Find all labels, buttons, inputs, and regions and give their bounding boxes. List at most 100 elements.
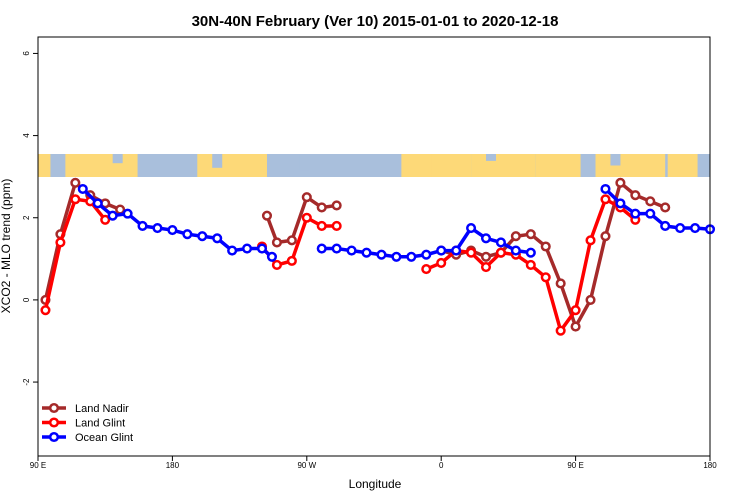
- x-tick-label: 90 W: [297, 461, 316, 470]
- data-point: [480, 251, 492, 262]
- map-coast: [299, 154, 310, 171]
- data-point: [301, 212, 312, 223]
- map-land: [38, 154, 51, 177]
- data-point: [630, 190, 641, 201]
- data-point: [361, 247, 372, 258]
- data-point: [555, 325, 566, 336]
- data-point: [480, 233, 492, 244]
- legend-entry: Land Nadir: [42, 402, 129, 415]
- data-point: [331, 243, 342, 254]
- data-point: [391, 251, 402, 262]
- x-tick-label: 0: [439, 461, 444, 470]
- data-point: [107, 210, 118, 221]
- data-point: [495, 237, 506, 248]
- data-point: [630, 208, 641, 219]
- x-axis-label: Longitude: [349, 477, 402, 491]
- map-land: [667, 154, 698, 177]
- data-point: [242, 243, 253, 254]
- data-point: [436, 257, 447, 268]
- data-point: [585, 235, 596, 246]
- data-point: [137, 220, 148, 232]
- x-tick-label: 180: [166, 461, 180, 470]
- data-point: [167, 225, 178, 236]
- data-point: [227, 245, 238, 256]
- data-point: [510, 245, 521, 256]
- data-point: [286, 255, 297, 266]
- data-point: [266, 251, 278, 262]
- data-point: [331, 220, 342, 232]
- map-coast: [112, 154, 123, 164]
- x-tick-label: 180: [703, 461, 717, 470]
- data-point: [540, 272, 551, 283]
- data-point: [615, 198, 626, 209]
- map-land: [535, 154, 581, 177]
- legend: Land Nadir Land Glint Ocean Glint: [42, 402, 133, 444]
- data-point: [421, 249, 432, 260]
- map-coast: [486, 154, 496, 161]
- data-point: [555, 278, 566, 289]
- legend-label: Land Glint: [75, 418, 125, 430]
- data-point: [286, 235, 297, 246]
- data-point: [615, 177, 626, 188]
- y-tick-label: 2: [22, 215, 31, 220]
- world-map-strip: [38, 154, 710, 177]
- data-point: [466, 222, 477, 234]
- data-point: [77, 183, 88, 195]
- legend-label: Land Nadir: [75, 403, 129, 415]
- map-land: [471, 154, 536, 177]
- data-point: [212, 233, 223, 244]
- legend-marker: [48, 417, 60, 428]
- data-point: [495, 247, 506, 258]
- data-point: [331, 200, 342, 211]
- map-land: [431, 154, 472, 177]
- data-point: [510, 231, 521, 242]
- data-point: [271, 237, 282, 248]
- data-point: [570, 305, 581, 316]
- data-point: [600, 183, 611, 195]
- data-point: [525, 259, 536, 271]
- data-point: [600, 194, 611, 205]
- map-land: [197, 154, 267, 177]
- data-point: [122, 208, 133, 219]
- x-tick-label: 90 E: [567, 461, 583, 470]
- data-point: [600, 231, 611, 242]
- data-point: [690, 222, 701, 234]
- series-ocean-glint: [77, 183, 716, 262]
- data-point: [436, 245, 447, 256]
- data-point: [256, 243, 268, 254]
- legend-marker: [48, 402, 60, 414]
- data-point: [301, 192, 312, 203]
- data-point: [585, 294, 596, 305]
- data-point: [645, 196, 656, 207]
- data-point: [346, 245, 357, 256]
- data-point: [451, 245, 462, 256]
- x-axis: 90 E 180 90 W 0 90 E 180: [30, 456, 717, 470]
- y-axis-label: XCO2 - MLO trend (ppm): [0, 179, 13, 314]
- data-point: [197, 231, 208, 242]
- data-point: [40, 305, 51, 316]
- map-land: [65, 154, 138, 177]
- legend-marker: [48, 431, 60, 443]
- y-tick-label: 6: [22, 51, 31, 56]
- data-point: [55, 237, 66, 248]
- x-tick-label: 90 E: [30, 461, 46, 470]
- data-point: [466, 247, 477, 258]
- data-point: [645, 208, 656, 219]
- data-point: [376, 249, 387, 260]
- map-coast: [212, 154, 223, 168]
- data-point: [152, 222, 163, 234]
- y-tick-label: 4: [22, 133, 31, 138]
- data-point: [421, 264, 432, 275]
- data-point: [406, 251, 417, 262]
- data-point: [525, 229, 536, 240]
- y-tick-label: -2: [22, 378, 31, 386]
- data-point: [92, 198, 103, 209]
- series-land-glint: [40, 194, 641, 336]
- data-point: [261, 210, 273, 221]
- legend-entry: Ocean Glint: [42, 431, 133, 444]
- data-point: [182, 229, 193, 240]
- legend-entry: Land Glint: [42, 417, 125, 430]
- plot-series: [40, 177, 716, 336]
